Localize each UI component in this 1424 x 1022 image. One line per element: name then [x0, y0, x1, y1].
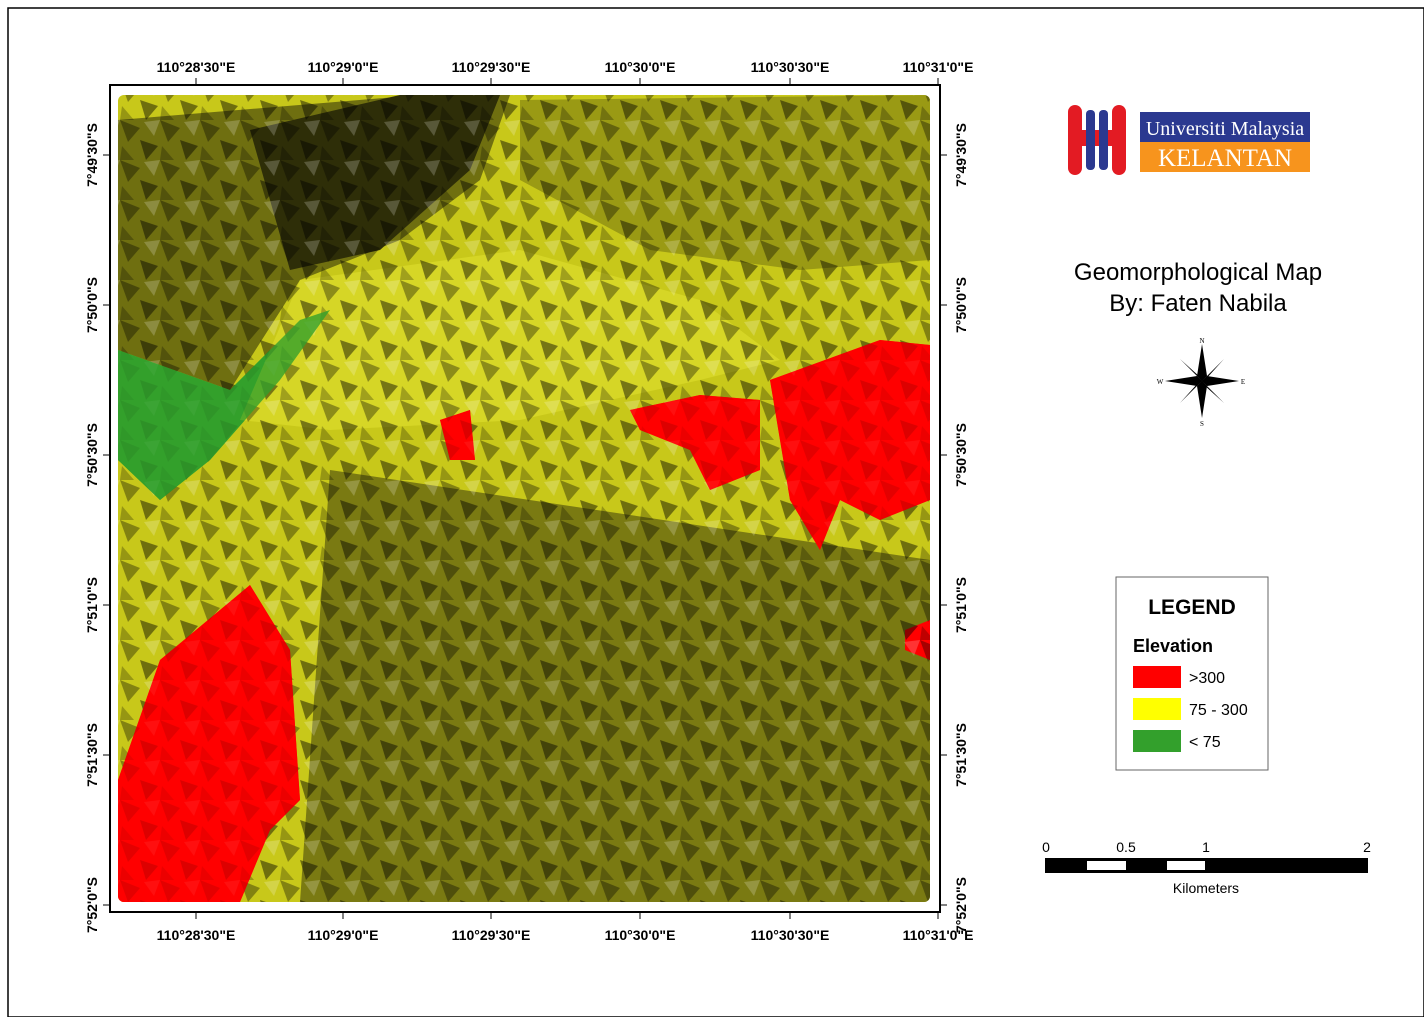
legend-subtitle: Elevation — [1133, 636, 1213, 656]
y-tick-label: 7°51'0"S — [84, 577, 100, 633]
compass: N E S W — [1157, 337, 1245, 428]
y-tick-label: 7°50'0"S — [953, 277, 969, 333]
x-tick-label: 110°30'30"E — [751, 927, 830, 943]
legend-label: 75 - 300 — [1189, 702, 1248, 719]
y-tick-label: 7°50'30"S — [953, 423, 969, 487]
x-tick-label: 110°28'30"E — [157, 927, 236, 943]
x-tick-label: 110°29'0"E — [308, 927, 379, 943]
x-tick-label: 110°29'30"E — [452, 927, 531, 943]
y-tick-label: 7°49'30"S — [953, 123, 969, 187]
y-tick-label: 7°51'30"S — [84, 723, 100, 787]
legend: LEGEND Elevation >300 75 - 300 < 75 — [1116, 577, 1268, 770]
legend-label: >300 — [1189, 670, 1225, 687]
y-tick-label: 7°52'0"S — [84, 877, 100, 933]
logo: Universiti Malaysia KELANTAN — [1068, 105, 1310, 175]
legend-label: < 75 — [1189, 734, 1221, 751]
x-tick-label: 110°29'30"E — [452, 59, 531, 75]
x-tick-label: 110°29'0"E — [308, 59, 379, 75]
y-tick-label: 7°52'0"S — [953, 877, 969, 933]
y-tick-label: 7°49'30"S — [84, 123, 100, 187]
compass-e: E — [1241, 378, 1245, 386]
x-tick-label: 110°28'30"E — [157, 59, 236, 75]
logo-line2: KELANTAN — [1158, 145, 1292, 172]
y-tick-label: 7°51'0"S — [953, 577, 969, 633]
y-tick-label: 7°51'30"S — [953, 723, 969, 787]
logo-line1: Universiti Malaysia — [1146, 118, 1304, 140]
compass-w: W — [1157, 378, 1164, 386]
legend-swatch — [1133, 698, 1181, 720]
map-page: 110°28'30"E 110°28'30"E 110°29'0"E 110°29'0… — [0, 0, 1424, 1017]
x-tick-label: 110°30'30"E — [751, 59, 830, 75]
scale-unit: Kilometers — [1173, 880, 1239, 896]
terrain — [118, 95, 930, 902]
scale-label: 0.5 — [1116, 839, 1136, 855]
legend-swatch — [1133, 730, 1181, 752]
legend-title: LEGEND — [1148, 596, 1236, 619]
scale-label: 0 — [1042, 839, 1050, 855]
x-tick-label: 110°31'0"E — [903, 59, 974, 75]
legend-swatch — [1133, 666, 1181, 688]
y-tick-label: 7°50'0"S — [84, 277, 100, 333]
compass-n: N — [1199, 337, 1204, 345]
title-line1: Geomorphological Map — [1074, 259, 1322, 286]
scale-label: 1 — [1202, 839, 1210, 855]
scale-label: 2 — [1363, 839, 1371, 855]
x-tick-label: 110°30'0"E — [605, 927, 676, 943]
y-tick-label: 7°50'30"S — [84, 423, 100, 487]
compass-s: S — [1200, 420, 1204, 428]
scale-bar: Kilometers 0 0.5 1 2 — [1042, 839, 1371, 896]
x-tick-label: 110°30'0"E — [605, 59, 676, 75]
title-line2: By: Faten Nabila — [1109, 290, 1287, 317]
